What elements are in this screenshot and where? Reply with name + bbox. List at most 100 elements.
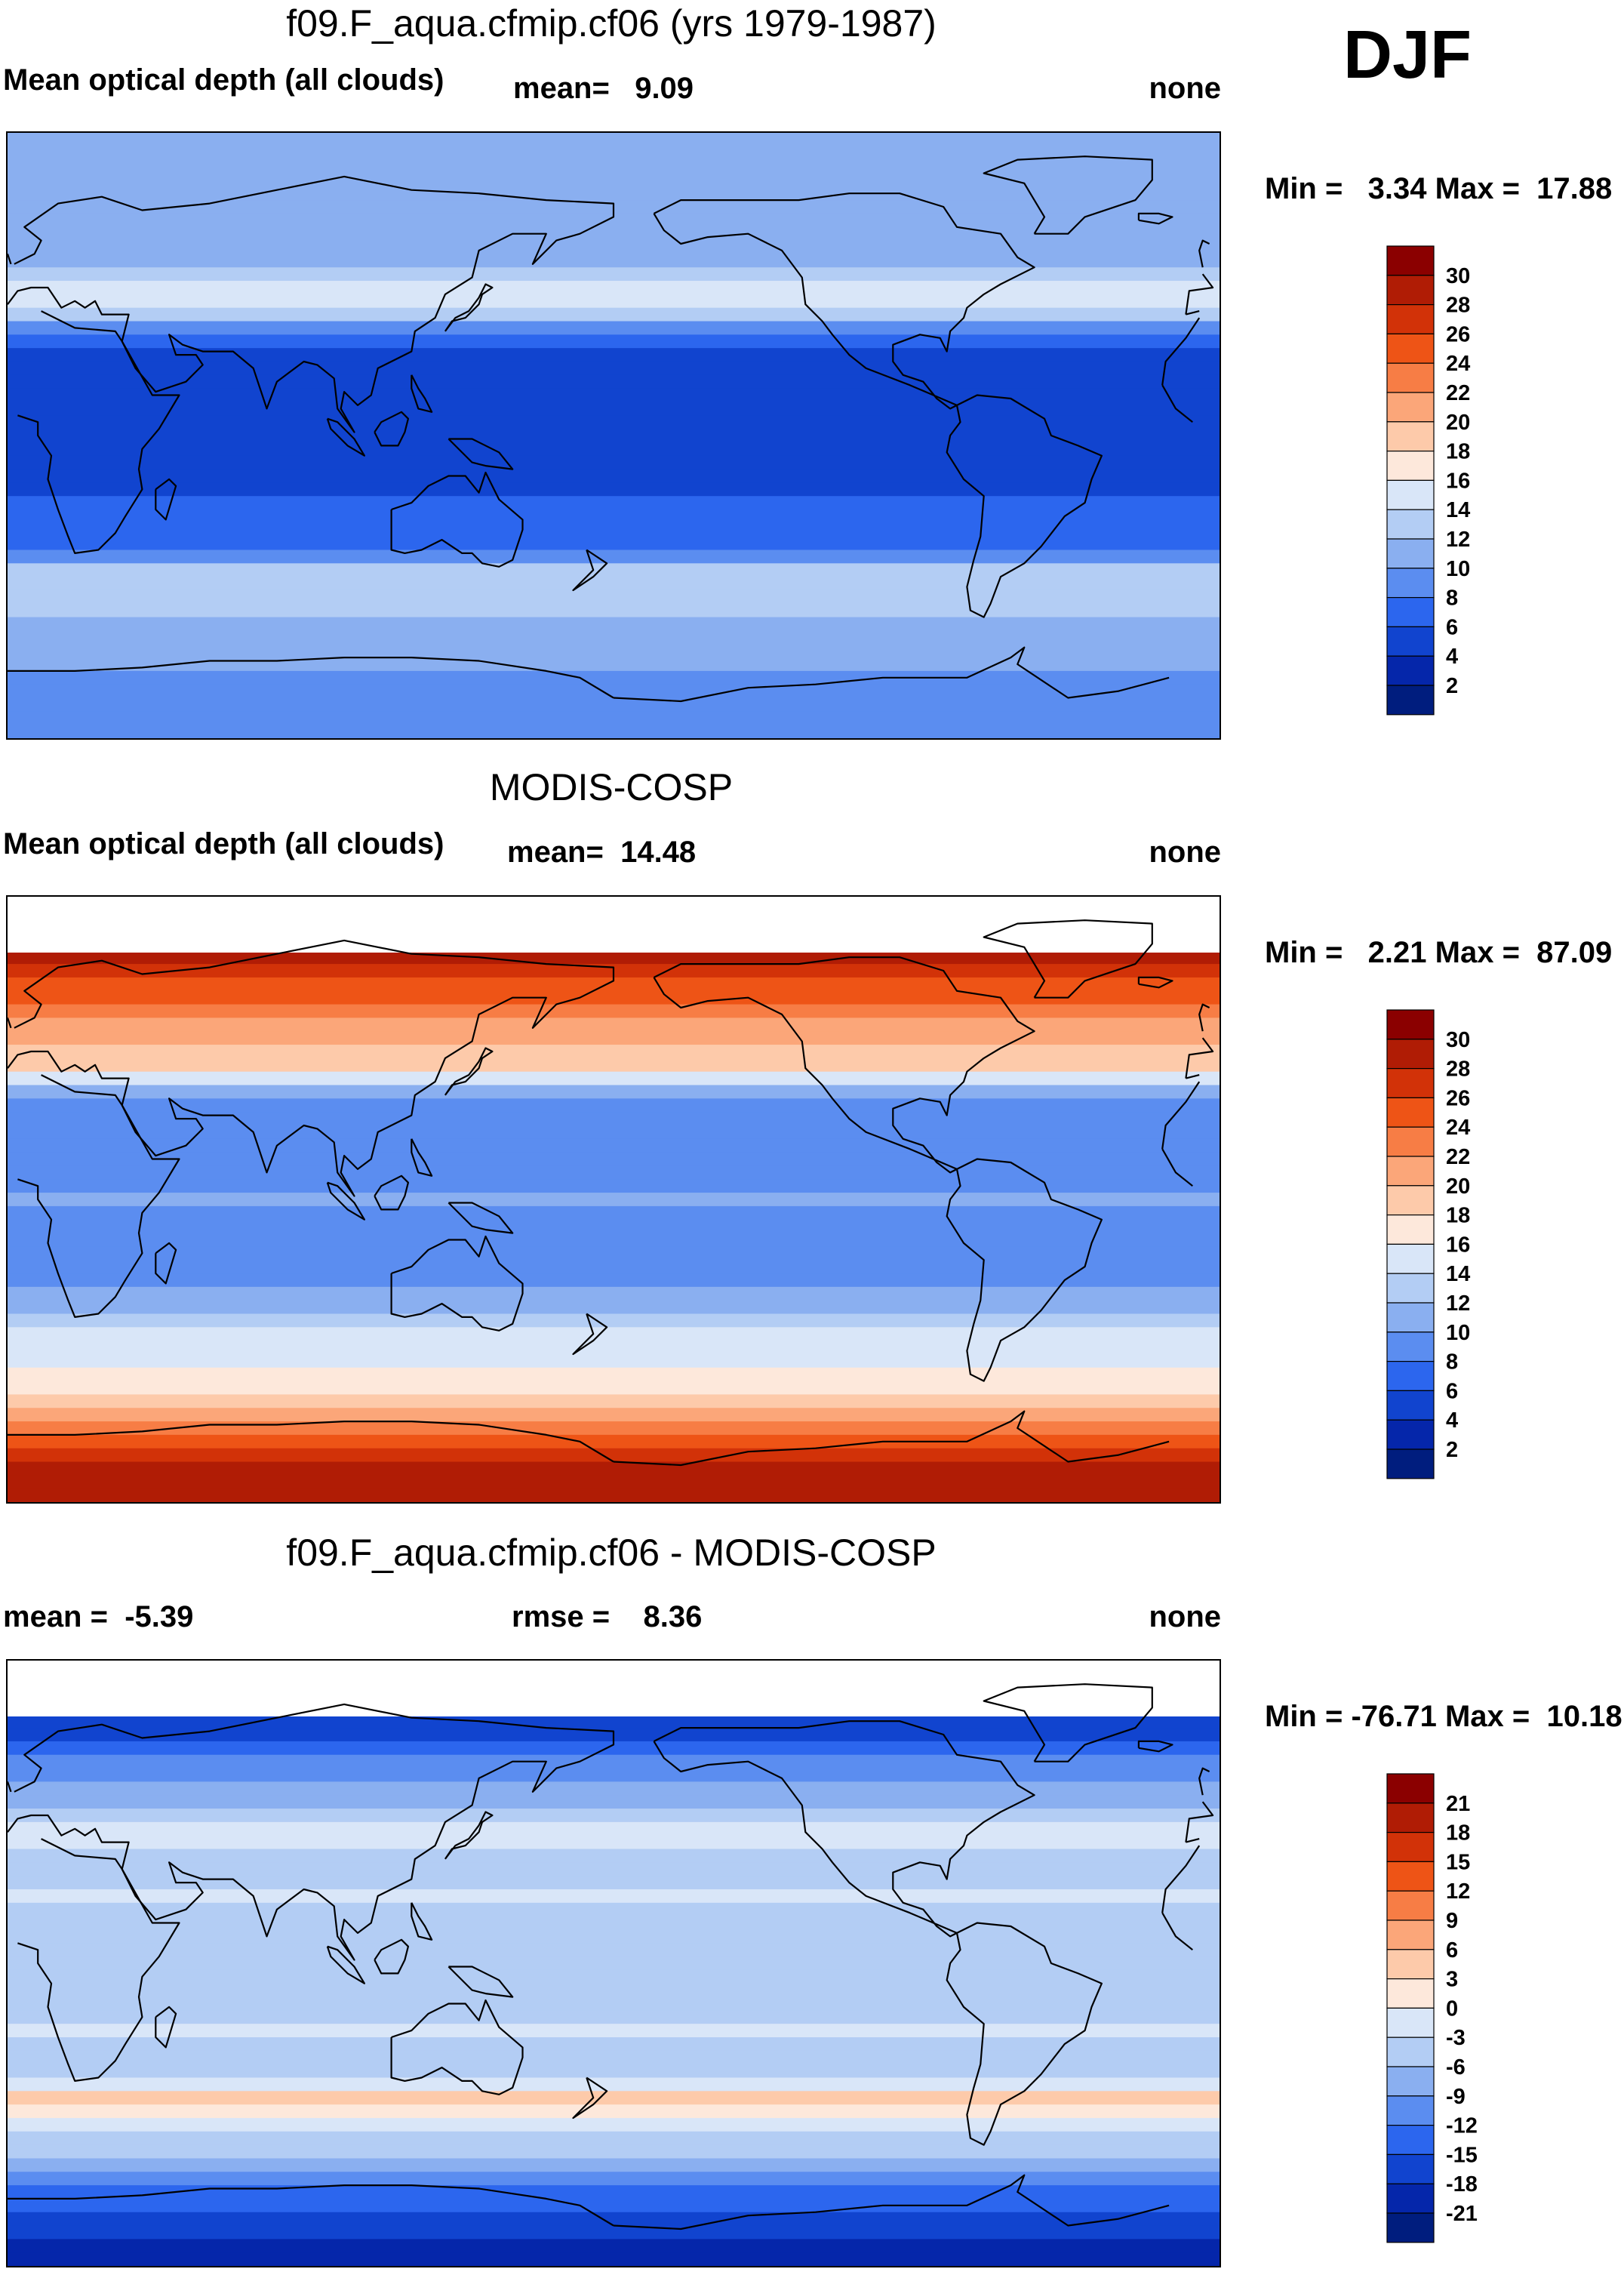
coastline	[8, 1017, 12, 1029]
coastline	[8, 175, 615, 433]
coastline	[8, 1420, 614, 1463]
colorbar-swatch	[1386, 2125, 1435, 2156]
field-band	[8, 294, 1220, 309]
coastline	[1161, 1845, 1201, 1913]
colorbar-tick-label: 20	[1446, 1174, 1470, 1199]
coastline	[155, 2006, 177, 2049]
field-band	[8, 146, 1220, 161]
colorbar-swatch	[1386, 1890, 1435, 1921]
coastline	[1137, 212, 1173, 225]
field-band	[8, 1300, 1220, 1315]
field-band	[8, 1313, 1220, 1328]
coastline	[653, 1720, 1035, 1938]
field-band	[8, 1260, 1220, 1274]
field-band	[8, 1219, 1220, 1234]
coastline	[390, 1999, 524, 2095]
colorbar-tick-label: 2	[1446, 1438, 1458, 1462]
field-band	[8, 402, 1220, 416]
field-band	[8, 469, 1220, 483]
field-band	[8, 2185, 1220, 2200]
field-band	[8, 1057, 1220, 1073]
panel-3-title: f09.F_aqua.cfmip.cf06 - MODIS-COSP	[286, 1532, 937, 1574]
coastline	[983, 155, 1153, 235]
field-band	[8, 522, 1220, 537]
colorbar-tick-label: 21	[1446, 1792, 1470, 1816]
field-band	[8, 1205, 1220, 1221]
colorbar-swatch	[1386, 1185, 1435, 1216]
field-band	[8, 1125, 1220, 1140]
colorbar-swatch	[1386, 1390, 1435, 1421]
field-band	[8, 321, 1220, 335]
colorbar-swatch	[1386, 1302, 1435, 1333]
colorbar-tick-label: -21	[1446, 2202, 1478, 2226]
colorbar-tick-label: 14	[1446, 498, 1470, 522]
field-band	[8, 1781, 1220, 1796]
coastline	[326, 1945, 365, 1984]
colorbar-tick-label: 30	[1446, 264, 1470, 288]
colorbar-tick-label: 18	[1446, 1204, 1470, 1228]
colorbar-tick-label: 12	[1446, 528, 1470, 552]
colorbar-swatch	[1386, 2007, 1435, 2038]
field-band	[8, 1876, 1220, 1890]
colorbar-swatch	[1386, 538, 1435, 569]
field-band	[8, 1327, 1220, 1341]
field-band	[8, 2024, 1220, 2038]
colorbar-tick-label: 9	[1446, 1909, 1458, 1933]
panel-3-rmse: rmse = 8.36	[512, 1600, 703, 1633]
colorbar-swatch	[1386, 275, 1435, 306]
colorbar-tick-label: 18	[1446, 440, 1470, 464]
colorbar-swatch	[1386, 1273, 1435, 1304]
panel-1-units: none	[1149, 72, 1221, 105]
field-band	[8, 1017, 1220, 1032]
panel-2-map	[6, 895, 1221, 1504]
field-band	[8, 1112, 1220, 1126]
colorbar-swatch	[1386, 1331, 1435, 1362]
colorbar-tick-label: 30	[1446, 1028, 1470, 1052]
field-band	[8, 510, 1220, 524]
coastline	[411, 1138, 433, 1177]
colorbar-swatch	[1386, 685, 1435, 716]
field-band	[8, 670, 1220, 685]
colorbar-tick-label: 18	[1446, 1821, 1470, 1846]
coastline	[411, 374, 433, 413]
field-band	[8, 1421, 1220, 1436]
coastline	[374, 411, 410, 447]
colorbar-swatch	[1386, 245, 1435, 276]
field-band	[8, 536, 1220, 551]
field-band	[8, 2050, 1220, 2065]
field-band	[8, 644, 1220, 658]
coastline	[1161, 1148, 1193, 1187]
colorbar-swatch	[1386, 655, 1435, 686]
coastline	[1137, 1740, 1173, 1753]
field-band	[8, 1152, 1220, 1167]
field-band	[8, 2225, 1220, 2240]
field-band	[8, 281, 1220, 295]
field-band	[8, 361, 1220, 376]
colorbar-swatch	[1386, 597, 1435, 628]
field-band	[8, 590, 1220, 605]
field-band	[8, 1996, 1220, 2011]
field-band	[8, 1889, 1220, 1904]
colorbar-tick-label: 16	[1446, 469, 1470, 493]
coastline	[8, 939, 615, 1197]
colorbar-swatch	[1386, 333, 1435, 364]
field-band	[8, 496, 1220, 510]
coastline	[390, 471, 524, 568]
field-band	[8, 2158, 1220, 2172]
colorbar-swatch	[1386, 2066, 1435, 2097]
coastline	[326, 1181, 365, 1221]
colorbar-swatch	[1386, 568, 1435, 599]
coastline	[1185, 1037, 1214, 1079]
colorbar-tick-label: 6	[1446, 1379, 1458, 1403]
field-band	[8, 603, 1220, 618]
field-band	[8, 1085, 1220, 1099]
panel-2-minmax: Min = 2.21 Max = 87.09	[1265, 936, 1613, 969]
colorbar-tick-label: 6	[1446, 1938, 1458, 1963]
coastline	[653, 956, 1035, 1174]
field-band	[8, 684, 1220, 699]
colorbar-swatch	[1386, 626, 1435, 657]
colorbar-swatch	[1386, 2036, 1435, 2067]
missing-data-band	[8, 1661, 1220, 1716]
colorbar-tick-label: 22	[1446, 381, 1470, 405]
colorbar-tick-label: 8	[1446, 1350, 1458, 1375]
